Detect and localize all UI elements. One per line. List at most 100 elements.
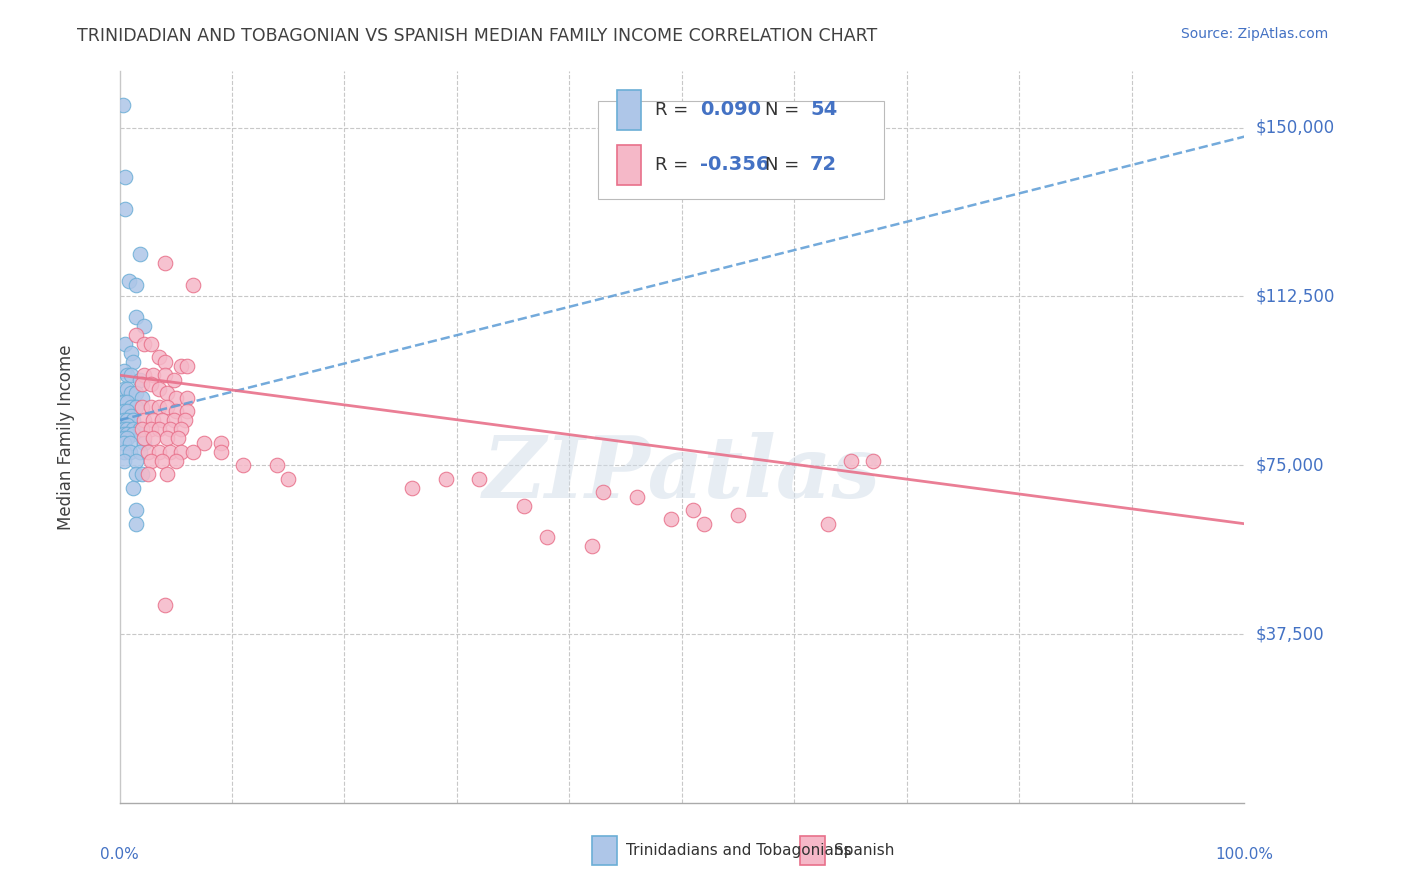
Point [176,391,198,405]
Point [125,400,148,414]
Point [122,413,145,427]
Point [682,503,704,517]
Point [117,404,139,418]
Point [128,422,150,436]
Point [112,413,135,427]
Point [134,413,156,427]
Point [839,453,862,467]
Text: Trinidadians and Tobagonians: Trinidadians and Tobagonians [626,843,851,858]
Text: $150,000: $150,000 [1256,119,1334,136]
Point [128,444,150,458]
Point [120,409,142,423]
Point [131,400,153,414]
Point [176,359,198,374]
Point [131,422,153,436]
Point [117,426,139,441]
Point [153,368,176,383]
Point [156,386,179,401]
Text: N =: N = [765,101,806,119]
Point [232,458,254,473]
Point [125,278,148,293]
Point [139,336,162,351]
Point [112,417,135,432]
Point [148,444,170,458]
Point [167,431,190,445]
Point [139,377,162,392]
Point [122,481,145,495]
Point [156,467,179,482]
Point [117,382,139,396]
Point [128,246,150,260]
Point [125,516,148,531]
Point [114,170,136,185]
Point [209,435,232,450]
Point [118,435,141,450]
Point [156,431,179,445]
Point [148,382,170,396]
Point [148,350,170,364]
Point [181,278,204,293]
Point [401,481,423,495]
Point [159,422,181,436]
Point [134,431,156,445]
Point [817,516,839,531]
Point [153,354,176,368]
Point [153,255,176,269]
Point [112,364,135,378]
Point [131,377,153,392]
Point [142,368,165,383]
Point [117,422,139,436]
Point [170,444,193,458]
Point [118,444,141,458]
Point [165,453,187,467]
FancyBboxPatch shape [592,836,617,865]
Point [170,422,193,436]
Point [125,327,148,342]
Point [139,400,162,414]
Point [112,444,135,458]
Point [468,472,491,486]
Point [536,530,558,544]
Point [125,453,148,467]
Point [134,435,156,450]
Point [693,516,716,531]
Point [125,386,148,401]
Point [142,431,165,445]
Point [142,413,165,427]
Point [125,310,148,324]
Point [513,499,536,513]
Text: $75,000: $75,000 [1256,456,1324,475]
Text: $112,500: $112,500 [1256,287,1334,305]
Point [117,274,139,288]
Point [173,413,195,427]
Text: Source: ZipAtlas.com: Source: ZipAtlas.com [1181,27,1329,41]
Point [125,503,148,517]
FancyBboxPatch shape [617,145,641,185]
Point [112,435,135,450]
Point [122,422,145,436]
Point [170,359,193,374]
Point [131,391,153,405]
Point [193,435,215,450]
Point [134,336,156,351]
Point [122,426,145,441]
Point [117,413,139,427]
Point [112,382,135,396]
Text: R =: R = [655,101,695,119]
Text: -0.356: -0.356 [700,155,769,174]
Point [112,395,135,409]
Point [112,431,135,445]
Text: 0.0%: 0.0% [100,847,139,862]
Text: TRINIDADIAN AND TOBAGONIAN VS SPANISH MEDIAN FAMILY INCOME CORRELATION CHART: TRINIDADIAN AND TOBAGONIAN VS SPANISH ME… [77,27,877,45]
Point [165,391,187,405]
Text: ZIPatlas: ZIPatlas [482,432,882,516]
Point [727,508,749,522]
Point [659,512,682,526]
Point [120,386,142,401]
Text: $37,500: $37,500 [1256,625,1324,643]
Point [120,368,142,383]
Point [134,368,156,383]
FancyBboxPatch shape [598,101,884,200]
Text: R =: R = [655,155,695,174]
Point [266,458,288,473]
